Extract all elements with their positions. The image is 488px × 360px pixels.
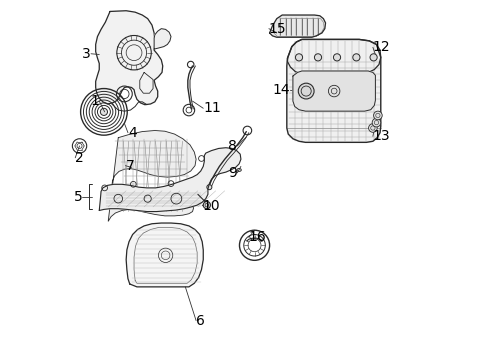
- Circle shape: [314, 54, 321, 61]
- Text: 15: 15: [268, 22, 286, 36]
- Circle shape: [371, 118, 380, 127]
- Circle shape: [352, 54, 359, 61]
- Circle shape: [100, 108, 107, 116]
- Text: 13: 13: [372, 129, 390, 143]
- Circle shape: [373, 111, 382, 120]
- Text: 3: 3: [82, 47, 91, 61]
- Text: 6: 6: [196, 314, 204, 328]
- Circle shape: [369, 54, 376, 61]
- Circle shape: [203, 202, 210, 209]
- Text: 9: 9: [228, 166, 237, 180]
- Text: 16: 16: [248, 230, 266, 244]
- Polygon shape: [154, 29, 171, 49]
- Text: 2: 2: [75, 151, 84, 165]
- Polygon shape: [269, 15, 325, 37]
- Circle shape: [368, 124, 376, 132]
- Text: 11: 11: [203, 101, 221, 115]
- Polygon shape: [286, 40, 380, 142]
- Polygon shape: [287, 40, 380, 74]
- Circle shape: [333, 54, 340, 61]
- Polygon shape: [126, 223, 203, 287]
- Polygon shape: [292, 71, 375, 111]
- Text: 5: 5: [74, 190, 82, 204]
- Text: 12: 12: [372, 40, 390, 54]
- Text: 10: 10: [202, 199, 220, 213]
- Text: 14: 14: [272, 84, 290, 97]
- Text: 1: 1: [90, 94, 99, 108]
- Circle shape: [298, 83, 313, 99]
- Text: 7: 7: [125, 159, 134, 173]
- Polygon shape: [96, 11, 163, 105]
- Text: 4: 4: [128, 126, 137, 140]
- Circle shape: [295, 54, 302, 61]
- Polygon shape: [99, 148, 241, 212]
- Circle shape: [206, 185, 211, 190]
- Polygon shape: [108, 131, 196, 221]
- Text: 8: 8: [228, 139, 237, 153]
